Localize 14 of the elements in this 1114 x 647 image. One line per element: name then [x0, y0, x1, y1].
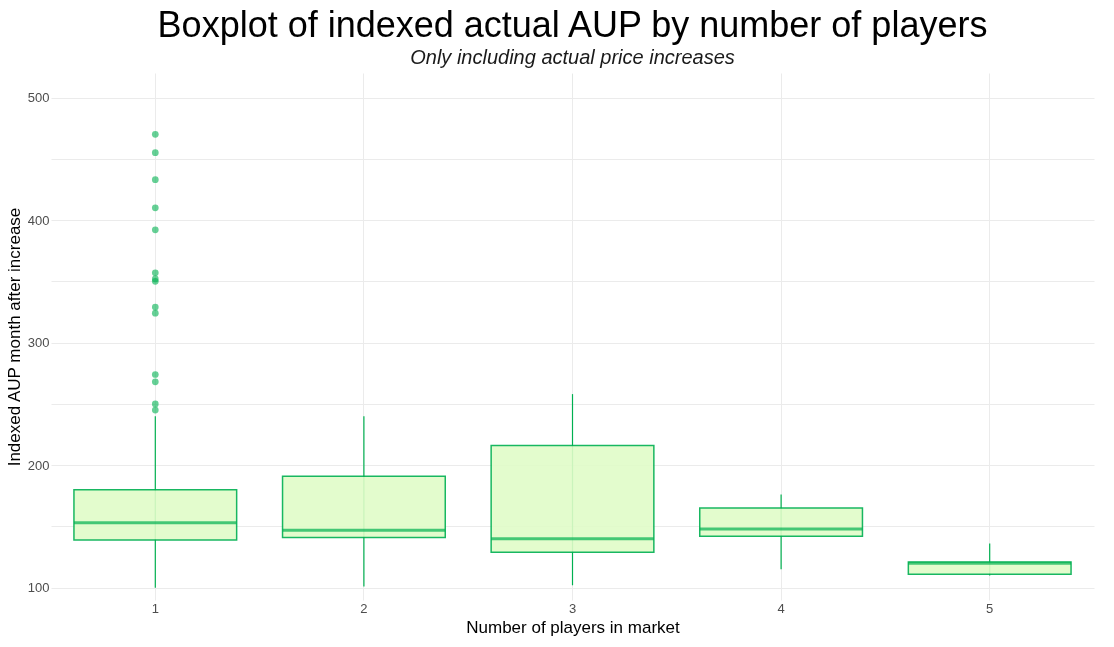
- y-axis-title: Indexed AUP month after increase: [4, 207, 24, 467]
- x-tick-label: 3: [568, 600, 577, 616]
- y-tick-label: 100: [27, 580, 50, 596]
- y-tick-label: 200: [27, 457, 50, 473]
- chart-title: Boxplot of indexed actual AUP by number of players: [157, 4, 988, 45]
- x-tick-label: 1: [151, 600, 159, 616]
- y-tick-label: 400: [27, 212, 50, 228]
- x-tick-label: 5: [986, 600, 994, 616]
- y-tick-label: 500: [27, 90, 50, 106]
- chart-subtitle: Only including actual price increases: [410, 46, 735, 68]
- x-tick-label: 2: [360, 600, 368, 616]
- x-tick-label: 4: [777, 600, 785, 616]
- x-axis-title: Number of players in market: [466, 617, 681, 637]
- y-tick-label: 300: [27, 335, 50, 351]
